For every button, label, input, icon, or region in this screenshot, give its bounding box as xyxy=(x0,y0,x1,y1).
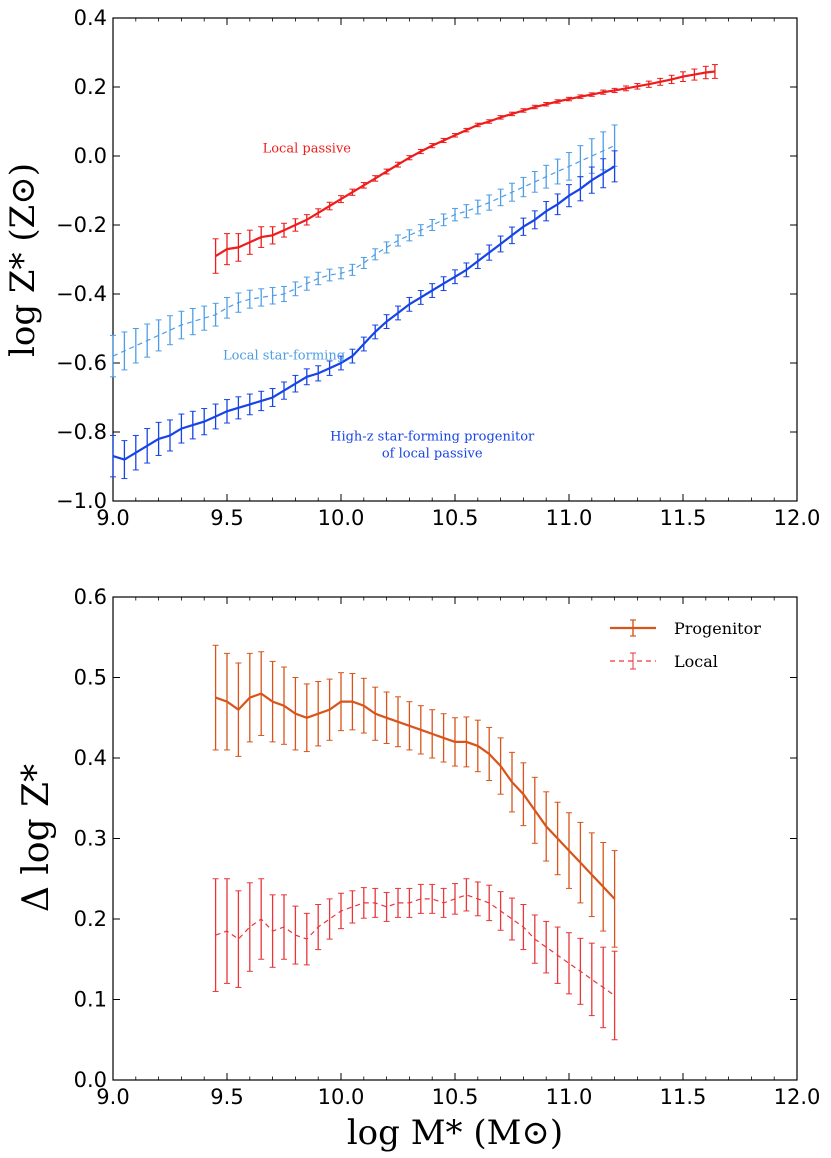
bottom-y-tick-label: 0.5 xyxy=(74,666,107,690)
series-label-high-z-star-forming-progenitor-of-local-passive: of local passive xyxy=(382,447,483,462)
top-y-tick-label: −0.6 xyxy=(56,351,107,375)
top-x-tick-label: 11.0 xyxy=(546,506,593,530)
top-series-local-star-forming xyxy=(110,124,618,378)
series-line xyxy=(215,692,616,900)
top-x-tick-label: 10.5 xyxy=(432,506,479,530)
top-x-tick-label: 12.0 xyxy=(774,506,821,530)
top-panel: 9.0 9.5 10.0 10.5 11.0 11.5 12.0 −1.0 −0.8 −0.6 −0… xyxy=(3,6,820,530)
top-y-tick-label: 0.2 xyxy=(74,75,107,99)
bottom-panel: 9.0 9.5 10.0 10.5 11.0 11.5 12.0 0.0 0.1 0.2 0.3 0.… xyxy=(16,585,820,1153)
bottom-y-tick-label: 0.0 xyxy=(74,1068,107,1092)
top-y-tick-label: 0.0 xyxy=(74,144,107,168)
series-line xyxy=(112,145,615,357)
legend-label-local: Local xyxy=(674,652,718,671)
top-x-tick-label: 9.5 xyxy=(210,506,243,530)
bottom-series-local xyxy=(212,878,618,1041)
bottom-x-tick-label: 10.5 xyxy=(432,1085,479,1109)
legend-item-progenitor: Progenitor xyxy=(610,619,761,638)
top-series-labels: Local passive Local star-forming High-z st… xyxy=(223,142,535,462)
bottom-y-tick-label: 0.3 xyxy=(74,827,107,851)
bottom-y-tick-label: 0.6 xyxy=(74,585,107,609)
bottom-series-layer xyxy=(212,644,618,1041)
series-label-local-passive: Local passive xyxy=(263,142,352,157)
series-label-high-z-star-forming-progenitor-of-local-passive: High-z star-forming progenitor xyxy=(330,430,535,445)
top-x-tick-label: 10.0 xyxy=(318,506,365,530)
top-y-axis-label: log Z* (Z⊙) xyxy=(3,163,43,357)
top-axis-ticks: 9.0 9.5 10.0 10.5 11.0 11.5 12.0 −1.0 −0.8 −0.6 −0… xyxy=(56,6,820,530)
bottom-y-axis-label: Δ log Z* xyxy=(16,764,57,912)
legend-label-progenitor: Progenitor xyxy=(674,619,761,638)
bottom-series-progenitor xyxy=(212,644,618,948)
bottom-y-tick-label: 0.2 xyxy=(74,907,107,931)
bottom-x-axis-label: log M* (M⊙) xyxy=(347,1113,563,1153)
top-x-tick-label: 9.0 xyxy=(96,506,129,530)
series-line xyxy=(215,70,716,258)
bottom-x-tick-label: 11.5 xyxy=(660,1085,707,1109)
top-series-layer xyxy=(110,64,718,480)
top-x-tick-label: 11.5 xyxy=(660,506,707,530)
top-series-high-z-star-forming-progenitor-of-local-passive xyxy=(110,150,618,480)
bottom-y-tick-label: 0.4 xyxy=(74,746,107,770)
bottom-x-tick-label: 10.0 xyxy=(318,1085,365,1109)
top-series-local-passive xyxy=(212,64,718,274)
series-line xyxy=(112,165,616,461)
bottom-x-tick-label: 11.0 xyxy=(546,1085,593,1109)
bottom-x-tick-label: 9.0 xyxy=(96,1085,129,1109)
top-y-tick-label: −0.8 xyxy=(56,420,107,444)
bottom-y-tick-label: 0.1 xyxy=(74,988,107,1012)
series-label-local-star-forming: Local star-forming xyxy=(223,349,345,364)
top-y-tick-label: −0.4 xyxy=(56,282,107,306)
top-y-tick-label: −1.0 xyxy=(56,489,107,513)
top-y-tick-label: −0.2 xyxy=(56,213,107,237)
series-line xyxy=(215,894,615,996)
bottom-x-tick-label: 9.5 xyxy=(210,1085,243,1109)
bottom-x-tick-label: 12.0 xyxy=(774,1085,821,1109)
bottom-axis-ticks: 9.0 9.5 10.0 10.5 11.0 11.5 12.0 0.0 0.1 0.2 0.3 0.… xyxy=(74,585,821,1109)
legend: Progenitor Local xyxy=(610,619,761,671)
legend-item-local: Local xyxy=(610,652,718,671)
top-y-tick-label: 0.4 xyxy=(74,6,107,30)
